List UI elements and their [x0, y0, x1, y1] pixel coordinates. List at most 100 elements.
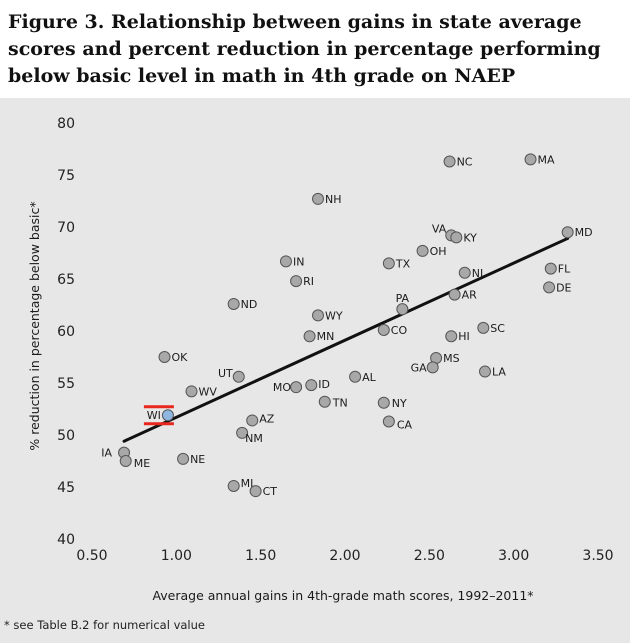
point-marker: [232, 370, 245, 383]
point-marker: [312, 192, 325, 205]
point-marker: [236, 426, 249, 439]
point-label: NE: [190, 453, 205, 466]
data-point-az: AZ: [246, 412, 275, 427]
data-point-ct: CT: [249, 485, 277, 498]
point-label: MS: [443, 352, 459, 365]
point-marker: [349, 370, 362, 383]
point-label: WV: [199, 385, 218, 398]
data-point-wv: WV: [185, 385, 218, 398]
point-marker: [443, 155, 456, 168]
point-marker: [377, 396, 390, 409]
point-label: NM: [245, 432, 263, 445]
point-label: CA: [397, 418, 413, 431]
data-point-co: CO: [377, 323, 408, 337]
y-axis-title: % reduction in percentage below basic*: [27, 201, 42, 450]
point-label: MO: [273, 381, 291, 394]
data-point-md: MD: [561, 226, 593, 239]
point-label: NH: [325, 193, 342, 206]
data-point-mn: MN: [303, 330, 335, 343]
point-marker: [445, 330, 458, 343]
data-point-sc: SC: [477, 321, 505, 335]
data-point-hi: HI: [445, 330, 470, 343]
data-point-ca: CA: [382, 415, 413, 431]
x-tick-label: 3.00: [498, 548, 529, 564]
point-label: CO: [391, 324, 408, 337]
point-label: VA: [432, 222, 447, 235]
point-marker: [185, 385, 198, 398]
point-marker: [448, 288, 461, 301]
y-tick-label: 80: [57, 116, 75, 132]
point-label: KY: [463, 231, 477, 244]
point-marker: [561, 226, 574, 239]
point-marker: [318, 395, 331, 408]
point-label: AL: [362, 371, 377, 384]
point-marker: [524, 153, 537, 166]
point-marker: [119, 455, 132, 467]
data-point-nd: ND: [227, 297, 258, 311]
data-point-ri: RI: [290, 275, 314, 288]
data-point-mo: MO: [273, 381, 303, 394]
x-tick-label: 3.50: [582, 548, 613, 564]
point-marker: [227, 297, 240, 310]
x-tick-label: 1.50: [245, 548, 276, 564]
data-point-ok: OK: [158, 351, 188, 364]
data-point-la: LA: [478, 365, 506, 379]
point-label: WI: [147, 409, 161, 422]
point-label: PA: [396, 292, 410, 305]
point-marker: [290, 275, 303, 288]
point-label: ND: [241, 298, 258, 311]
data-point-id: ID: [305, 378, 330, 392]
point-label: GA: [411, 361, 428, 374]
point-marker: [416, 244, 429, 257]
data-point-oh: OH: [416, 244, 447, 258]
y-tick-label: 50: [57, 428, 75, 444]
point-marker: [543, 281, 556, 294]
point-marker: [303, 330, 316, 343]
data-point-pa: PA: [396, 292, 410, 316]
point-label: MN: [317, 330, 335, 343]
x-tick-label: 0.50: [76, 548, 107, 564]
point-label: TX: [395, 257, 411, 270]
point-marker: [377, 323, 390, 336]
point-marker: [544, 262, 557, 275]
data-point-tn: TN: [318, 395, 348, 410]
point-label: NC: [457, 155, 473, 168]
x-axis-title: Average annual gains in 4th-grade math s…: [152, 588, 533, 603]
point-label: NY: [392, 397, 407, 410]
data-point-de: DE: [543, 281, 572, 294]
data-point-in: IN: [279, 255, 304, 268]
data-point-wi: WI: [143, 405, 174, 426]
y-tick-label: 60: [57, 324, 75, 340]
data-point-nj: NJ: [458, 266, 483, 280]
point-label: OH: [430, 245, 447, 258]
point-marker: [312, 309, 325, 322]
highlight-bar-bottom: [143, 422, 174, 426]
point-label: NJ: [472, 267, 483, 280]
point-marker: [478, 365, 491, 378]
point-marker: [249, 485, 262, 498]
data-point-ky: KY: [450, 231, 477, 244]
point-marker: [382, 257, 395, 270]
point-label: LA: [492, 366, 506, 379]
point-label: ME: [134, 457, 150, 470]
y-tick-label: 55: [57, 376, 75, 392]
x-tick-label: 2.00: [329, 548, 360, 564]
data-point-ny: NY: [377, 396, 407, 410]
data-point-nm: NM: [236, 426, 263, 445]
data-point-tx: TX: [382, 257, 411, 270]
data-point-nc: NC: [443, 155, 473, 168]
point-label: AZ: [259, 412, 275, 425]
data-point-mi: MI: [227, 477, 253, 492]
point-marker: [426, 361, 439, 374]
point-label: DE: [556, 281, 571, 294]
y-tick-label: 65: [57, 272, 75, 288]
point-marker: [177, 452, 190, 465]
y-tick-label: 70: [57, 220, 75, 236]
y-tick-label: 75: [57, 168, 75, 184]
point-label: IA: [101, 447, 112, 460]
point-marker: [305, 379, 318, 392]
point-marker: [279, 255, 292, 268]
point-marker: [158, 351, 171, 363]
point-marker: [396, 303, 409, 316]
data-point-ga: GA: [411, 361, 439, 374]
